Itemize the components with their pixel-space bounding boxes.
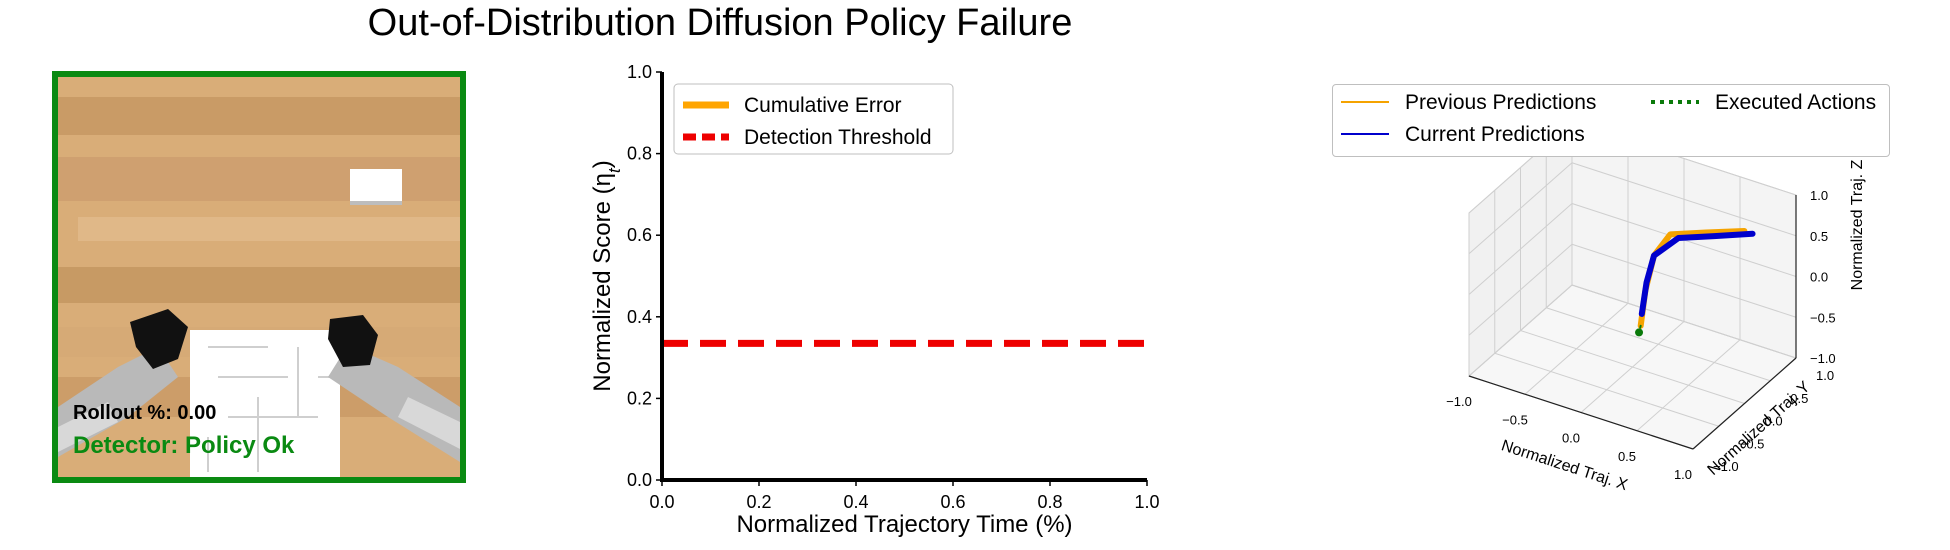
tick-label: 1.0 xyxy=(1810,188,1828,203)
tick-label: −0.5 xyxy=(1502,412,1528,427)
x-tick-label: 0.0 xyxy=(649,492,674,512)
right-gripper xyxy=(328,315,378,367)
y-tick-label: 0.6 xyxy=(627,225,652,245)
grid-line xyxy=(1571,162,1797,237)
grid-line xyxy=(1520,330,1745,404)
tick-label: −0.5 xyxy=(1810,310,1836,325)
score-chart: 0.0 0.2 0.4 0.6 0.8 1.0 0.0 0.2 0.4 0.6 0.8 1.0 No… xyxy=(589,62,1160,538)
tick-label: 1.0 xyxy=(1816,368,1834,383)
tick-label: −1.0 xyxy=(1446,394,1472,409)
grid-line xyxy=(1692,357,1797,450)
tick-label: −1.0 xyxy=(1810,351,1836,366)
x-tick-label: 0.8 xyxy=(1037,492,1062,512)
tick-label: 0.5 xyxy=(1810,229,1828,244)
figure-title: Out-of-Distribution Diffusion Policy Fai… xyxy=(367,2,1073,44)
trajectory-line xyxy=(1638,230,1756,317)
grid-line xyxy=(1571,284,1797,359)
tick-label: 0.5 xyxy=(1790,391,1808,406)
legend-frame xyxy=(673,83,954,155)
tick-label: 0.0 xyxy=(1562,431,1580,446)
rollout-percent: Rollout %: 0.00 xyxy=(73,402,217,424)
legend-label: Previous Predictions xyxy=(1405,91,1596,114)
tick-label: 0.0 xyxy=(1765,414,1783,429)
y-tick-label: 0.2 xyxy=(627,388,652,408)
grid-line xyxy=(1468,203,1573,295)
legend-label: Detection Threshold xyxy=(744,126,932,149)
right-robot-arm xyxy=(328,315,460,462)
grid-line xyxy=(1636,339,1741,432)
x-tick-label: 0.4 xyxy=(843,492,868,512)
y-axis-label: Normalized Score (ηt) xyxy=(589,160,624,391)
tick-label: 0.5 xyxy=(1618,449,1636,464)
executed-action-point xyxy=(1635,328,1644,337)
y-tick-label: 1.0 xyxy=(627,62,652,82)
target-block xyxy=(350,169,402,203)
simulation-scene xyxy=(58,77,460,477)
trajectory-chart: −1.0−0.50.00.51.0−1.0−0.50.00.51.0−1.0−0… xyxy=(1446,120,1866,494)
tick-label: 1.0 xyxy=(1674,467,1692,482)
white-tray xyxy=(190,330,340,477)
score-legend: Cumulative Error Detection Threshold xyxy=(673,83,954,155)
tick-label: 0.0 xyxy=(1810,270,1828,285)
y-tick-label: 0.8 xyxy=(627,144,652,164)
left-robot-arm xyxy=(58,309,188,457)
x-tick-label: 0.2 xyxy=(746,492,771,512)
tick-label: −0.5 xyxy=(1739,436,1765,451)
detector-status: Detector: Policy Ok xyxy=(73,432,295,459)
legend-label: Current Predictions xyxy=(1405,123,1585,146)
grid-line xyxy=(1468,375,1694,450)
legend-label: Cumulative Error xyxy=(744,94,902,117)
y-tick-label: 0.0 xyxy=(627,470,652,490)
axis-label: Normalized Traj. X xyxy=(1499,437,1630,494)
axis-label: Normalized Traj. Z xyxy=(1849,159,1866,290)
y-tick-label: 0.4 xyxy=(627,307,652,327)
x-tick-label: 1.0 xyxy=(1134,492,1159,512)
x-tick-label: 0.6 xyxy=(940,492,965,512)
x-axis-label: Normalized Trajectory Time (%) xyxy=(736,511,1072,538)
trajectory-legend: Previous Predictions Current Predictions E… xyxy=(1332,84,1890,157)
simulation-view: Rollout %: 0.00 Detector: Policy Ok xyxy=(52,71,466,483)
grid-line xyxy=(1468,162,1573,255)
grid-line xyxy=(1546,307,1771,382)
left-gripper xyxy=(130,309,188,369)
legend-label: Executed Actions xyxy=(1715,91,1876,114)
tick-label: −1.0 xyxy=(1713,459,1739,474)
